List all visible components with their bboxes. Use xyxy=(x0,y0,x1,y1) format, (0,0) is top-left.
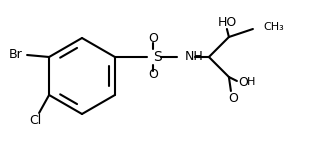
Text: O: O xyxy=(228,93,238,105)
Text: O: O xyxy=(238,76,248,90)
Text: H: H xyxy=(247,77,255,87)
Text: O: O xyxy=(148,68,158,81)
Text: NH: NH xyxy=(185,51,204,63)
Text: Br: Br xyxy=(9,49,23,61)
Text: O: O xyxy=(148,32,158,46)
Text: S: S xyxy=(153,50,162,64)
Text: Cl: Cl xyxy=(29,115,41,127)
Text: HO: HO xyxy=(217,17,236,29)
Text: CH₃: CH₃ xyxy=(263,22,284,32)
